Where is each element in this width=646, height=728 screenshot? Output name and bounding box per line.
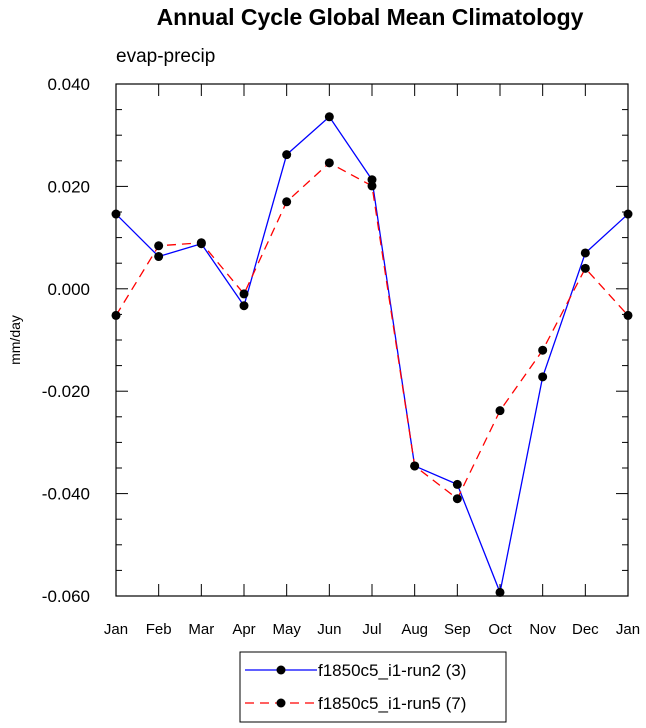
series-1-point xyxy=(282,150,292,160)
plot-frame xyxy=(115,83,629,597)
series-1-point xyxy=(580,248,590,258)
x-tick-label: Jan xyxy=(104,621,128,638)
x-tick-label: Dec xyxy=(572,621,599,638)
series-line-2 xyxy=(115,162,629,500)
series-2-point xyxy=(196,238,206,248)
series-1-point xyxy=(111,209,121,219)
series-1-point xyxy=(623,209,633,219)
legend: f1850c5_i1-run2 (3) f1850c5_i1-run5 (7) xyxy=(239,651,507,723)
legend-entry-2: f1850c5_i1-run5 (7) xyxy=(245,694,466,713)
chart-title: Annual Cycle Global Mean Climatology xyxy=(157,4,584,30)
series-1-point xyxy=(495,587,505,597)
x-tick-label: Feb xyxy=(146,621,172,638)
y-axis-label: mm/day xyxy=(7,315,23,365)
series-1-point xyxy=(324,112,334,122)
series-2-point xyxy=(282,197,292,207)
x-tick-label: Jul xyxy=(362,621,381,638)
series-2-point xyxy=(154,241,164,251)
plot-axes: 0.040 0.020 0.000 -0.020 -0.040 -0.060 Jan Feb M… xyxy=(42,75,640,638)
x-tick-label: Sep xyxy=(444,621,471,638)
series-1-point xyxy=(452,479,462,489)
legend-box xyxy=(239,651,507,723)
y-tick-label: -0.040 xyxy=(42,485,90,504)
y-tick-label: -0.060 xyxy=(42,587,90,606)
series-layer xyxy=(111,112,633,597)
series-1-point xyxy=(154,252,164,262)
legend-label-2: f1850c5_i1-run5 (7) xyxy=(318,694,466,713)
x-tick-label: Jan xyxy=(616,621,640,638)
series-1-point xyxy=(538,372,548,382)
legend-label-1: f1850c5_i1-run2 (3) xyxy=(318,661,466,680)
y-tick-label: 0.020 xyxy=(47,177,90,196)
x-tick-label: Nov xyxy=(529,621,556,638)
x-tick-label: Oct xyxy=(488,621,512,638)
series-1-point xyxy=(239,301,249,311)
series-2-point xyxy=(239,289,249,299)
legend-marker-2 xyxy=(276,698,286,708)
x-tick-label: Mar xyxy=(188,621,214,638)
series-2-point xyxy=(410,461,420,471)
x-tick-label: Aug xyxy=(401,621,428,638)
y-tick-label: 0.040 xyxy=(47,75,90,94)
x-tick-label: May xyxy=(272,621,301,638)
series-2-point xyxy=(623,310,633,320)
series-2-point xyxy=(538,345,548,355)
legend-marker-1 xyxy=(276,665,286,675)
series-2-point xyxy=(495,406,505,416)
series-2-point xyxy=(452,494,462,504)
series-2-point xyxy=(111,310,121,320)
x-tick-label: Jun xyxy=(317,621,341,638)
y-tick-label: -0.020 xyxy=(42,382,90,401)
series-2-point xyxy=(324,158,334,168)
x-tick-label: Apr xyxy=(232,621,255,638)
series-2-point xyxy=(580,263,590,273)
y-tick-label: 0.000 xyxy=(47,280,90,299)
chart-subtitle: evap-precip xyxy=(116,46,215,67)
legend-entry-1: f1850c5_i1-run2 (3) xyxy=(245,661,466,680)
series-2-point xyxy=(367,181,377,191)
